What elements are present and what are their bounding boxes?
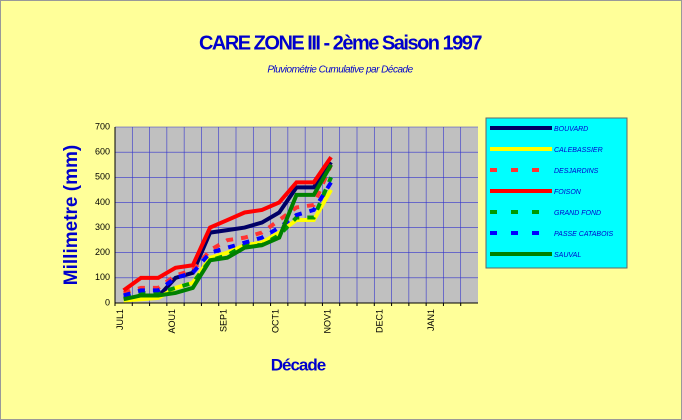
y-tick-label: 100: [95, 272, 110, 282]
series-line: [123, 163, 333, 302]
legend-label: SAUVAL: [554, 252, 581, 259]
y-tick-label: 0: [105, 297, 110, 307]
x-tick-label: OCT1: [271, 309, 281, 333]
x-tick-label: JUL1: [115, 309, 125, 330]
series-line: [123, 176, 333, 298]
y-tick-label: 200: [95, 247, 110, 257]
x-tick-label: SEP1: [219, 309, 229, 332]
legend-label: DESJARDINS: [554, 168, 599, 175]
x-tick-label: NOV1: [322, 309, 332, 334]
y-tick-label: 500: [95, 172, 110, 182]
y-tick-label: 400: [95, 197, 110, 207]
series-line: [123, 163, 333, 295]
x-tick-label: DEC1: [374, 309, 384, 333]
legend-label: BOUVARD: [554, 126, 588, 133]
legend-label: PASSE CATABOIS: [554, 231, 613, 238]
legend-label: GRAND FOND: [554, 210, 601, 217]
y-tick-label: 300: [95, 222, 110, 232]
x-axis-label: Décade: [271, 355, 326, 374]
legend-label: FOISON: [554, 189, 582, 196]
chart-subtitle: Pluviométrie Cumulative par Décade: [267, 65, 413, 76]
series-line: [122, 156, 333, 293]
y-tick-label: 700: [95, 121, 110, 131]
y-axis-label: Millimetre (mm): [61, 145, 82, 285]
series-line: [123, 181, 333, 298]
y-tick-label: 600: [95, 147, 110, 157]
x-tick-label: AOU1: [167, 309, 177, 334]
legend-label: CALEBASSIER: [554, 147, 603, 154]
chart-title: CARE ZONE III - 2ème Saison 1997: [199, 32, 482, 54]
x-tick-label: JAN1: [426, 309, 436, 331]
